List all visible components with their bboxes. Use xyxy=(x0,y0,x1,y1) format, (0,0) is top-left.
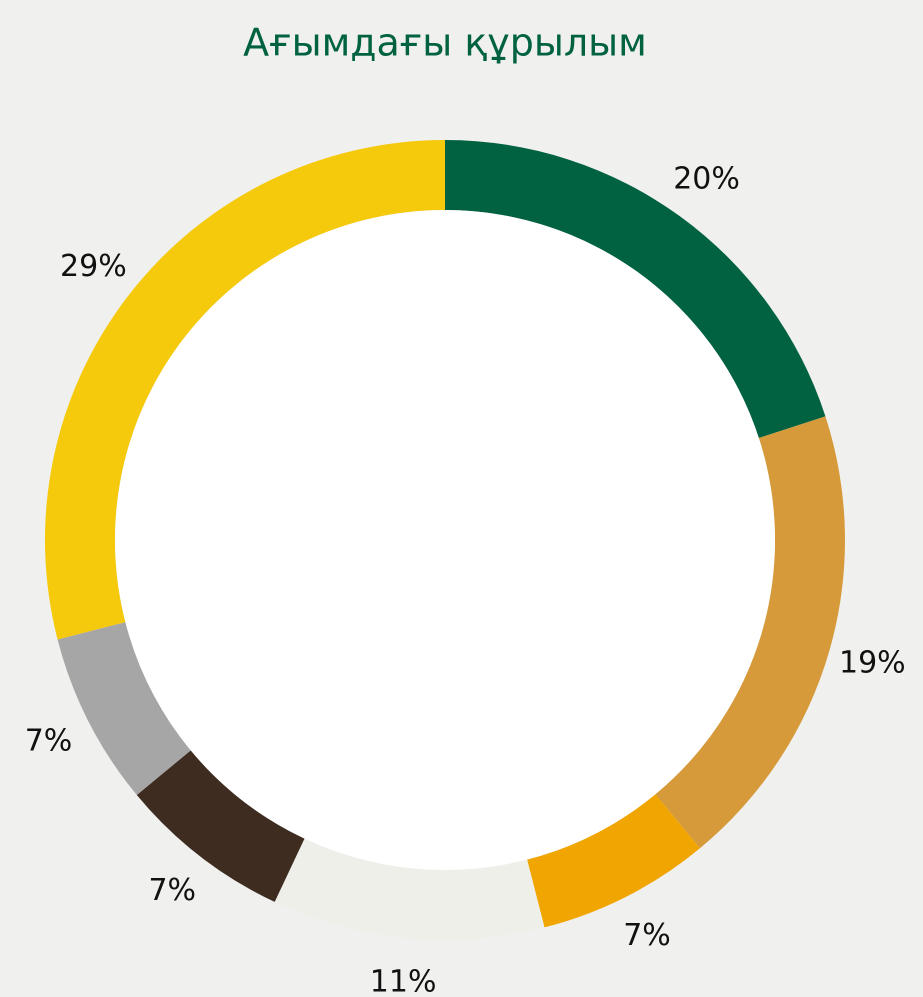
data-label: 20% xyxy=(673,161,740,196)
data-label: 11% xyxy=(370,965,437,997)
donut-slice xyxy=(274,838,545,940)
data-label: 19% xyxy=(839,646,906,681)
chart-title: Ағымдағы құрылым xyxy=(243,21,647,65)
data-label: 7% xyxy=(148,873,196,908)
data-label: 29% xyxy=(60,249,127,284)
donut-hole xyxy=(115,210,775,870)
donut-slice xyxy=(136,750,305,902)
donut-slice xyxy=(445,140,826,439)
donut-slice xyxy=(57,622,191,795)
donut-slice xyxy=(655,416,846,849)
data-label: 7% xyxy=(623,918,671,953)
donut-slice xyxy=(527,794,700,928)
data-label: 7% xyxy=(25,724,73,759)
donut-slice xyxy=(45,140,445,640)
